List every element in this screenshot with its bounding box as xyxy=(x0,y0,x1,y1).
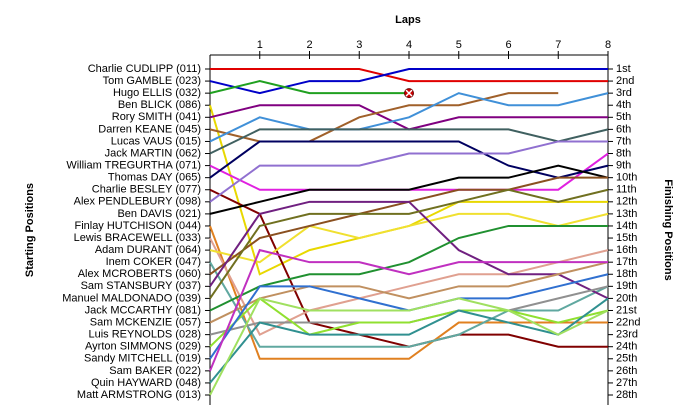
driver-line xyxy=(209,68,608,95)
x-tick-label: 3 xyxy=(356,39,362,51)
y-tick-label: Matt ARMSTRONG (013) xyxy=(77,389,201,401)
y2-tick-label: 2nd xyxy=(616,75,634,87)
y2-tick-label: 5th xyxy=(616,111,631,123)
y-tick-label: Ben DAVIS (021) xyxy=(117,208,201,220)
y2-tick-label: 13th xyxy=(616,208,637,220)
driver-line xyxy=(209,92,609,143)
x-axis-title: Laps xyxy=(395,14,421,26)
y-axis-title: Starting Positions xyxy=(24,183,36,277)
y-tick-label: Sandy MITCHELL (019) xyxy=(84,353,201,365)
x-tick-label: 7 xyxy=(555,39,561,51)
y-tick-label: Lucas VAUS (015) xyxy=(111,135,201,147)
y-tick-label: Sam MCKENZIE (057) xyxy=(90,316,201,328)
y2-tick-label: 17th xyxy=(616,256,637,268)
driver-line xyxy=(209,200,609,300)
y-tick-label: Jack MCCARTHY (081) xyxy=(85,304,201,316)
y2-tick-label: 27th xyxy=(616,377,637,389)
y2-tick-label: 16th xyxy=(616,244,637,256)
y-tick-label: Ayrton SIMMONS (029) xyxy=(85,341,201,353)
y-tick-label: Manuel MALDONADO (039) xyxy=(62,292,201,304)
x-tick-label: 4 xyxy=(406,39,412,51)
y-tick-label: Sam STANSBURY (037) xyxy=(81,280,201,292)
y-tick-label: Charlie CUDLIPP (011) xyxy=(88,63,201,75)
y-tick-label: Darren KEANE (045) xyxy=(98,123,201,135)
driver-line xyxy=(209,212,609,264)
y-tick-label: Jack MARTIN (062) xyxy=(105,147,201,159)
y2-tick-label: 6th xyxy=(616,123,631,135)
y-tick-label: Adam DURANT (064) xyxy=(95,244,201,256)
driver-line xyxy=(209,297,609,396)
retired-cross xyxy=(405,89,413,97)
y2-tick-label: 19th xyxy=(616,280,637,292)
driver-line xyxy=(209,224,608,312)
y2-tick-label: 25th xyxy=(616,353,637,365)
y-tick-label: Quin HAYWARD (048) xyxy=(91,377,201,389)
y-tick-label: Rory SMITH (041) xyxy=(112,111,201,123)
y-tick-label: Inem COKER (047) xyxy=(106,256,201,268)
y2-tick-label: 18th xyxy=(616,268,637,280)
x-tick-label: 8 xyxy=(605,39,611,51)
y2-tick-label: 26th xyxy=(616,365,637,377)
y2-tick-label: 12th xyxy=(616,196,637,208)
y2-tick-label: 3rd xyxy=(616,87,632,99)
y-tick-label: Lewis BRACEWELL (033) xyxy=(74,232,201,244)
driver-line xyxy=(209,297,609,384)
y2-tick-label: 22nd xyxy=(616,316,640,328)
y2-tick-label: 7th xyxy=(616,135,631,147)
y-tick-label: Sam BAKER (022) xyxy=(109,365,201,377)
x-tick-label: 5 xyxy=(456,39,462,51)
y2-tick-label: 21st xyxy=(616,304,637,316)
driver-line xyxy=(209,261,609,324)
y2-tick-label: 8th xyxy=(616,147,631,159)
y2-tick-label: 24th xyxy=(616,341,637,353)
y-tick-label: Charlie BESLEY (077) xyxy=(92,184,201,196)
driver-line xyxy=(209,140,609,179)
y-tick-label: Ben BLICK (086) xyxy=(118,99,201,111)
y-tick-label: Tom GAMBLE (023) xyxy=(103,75,201,87)
y-tick-label: Thomas DAY (065) xyxy=(108,172,201,184)
y2-tick-label: 14th xyxy=(616,220,637,232)
y-tick-label: Alex MCROBERTS (060) xyxy=(78,268,201,280)
driver-line xyxy=(209,261,609,348)
y2-tick-label: 9th xyxy=(616,159,631,171)
driver-line xyxy=(209,297,609,348)
y2-tick-label: 28th xyxy=(616,389,637,401)
y-tick-label: Luis REYNOLDS (028) xyxy=(89,329,202,341)
driver-line xyxy=(209,188,609,299)
y2-tick-label: 4th xyxy=(616,99,631,111)
y-tick-label: Hugo ELLIS (032) xyxy=(113,87,201,99)
y2-axis-title: Finishing Positions xyxy=(662,179,674,280)
driver-line xyxy=(210,68,608,83)
y-tick-label: William TREGURTHA (071) xyxy=(66,159,201,171)
driver-line xyxy=(209,164,609,215)
x-tick-label: 1 xyxy=(257,39,263,51)
y-tick-label: Alex PENDLEBURY (098) xyxy=(74,196,201,208)
y2-tick-label: 11th xyxy=(616,184,637,196)
driver-line xyxy=(209,140,608,203)
driver-line xyxy=(209,225,608,360)
y2-tick-label: 1st xyxy=(616,63,631,75)
driver-line xyxy=(209,80,409,95)
y-tick-label: Finlay HUTCHISON (044) xyxy=(74,220,201,232)
y2-tick-label: 10th xyxy=(616,172,637,184)
x-tick-label: 2 xyxy=(306,39,312,51)
y2-tick-label: 23rd xyxy=(616,329,638,341)
driver-line xyxy=(209,128,609,155)
x-tick-label: 6 xyxy=(505,39,511,51)
y2-tick-label: 15th xyxy=(616,232,637,244)
y2-tick-label: 20th xyxy=(616,292,637,304)
driver-line xyxy=(209,248,608,372)
